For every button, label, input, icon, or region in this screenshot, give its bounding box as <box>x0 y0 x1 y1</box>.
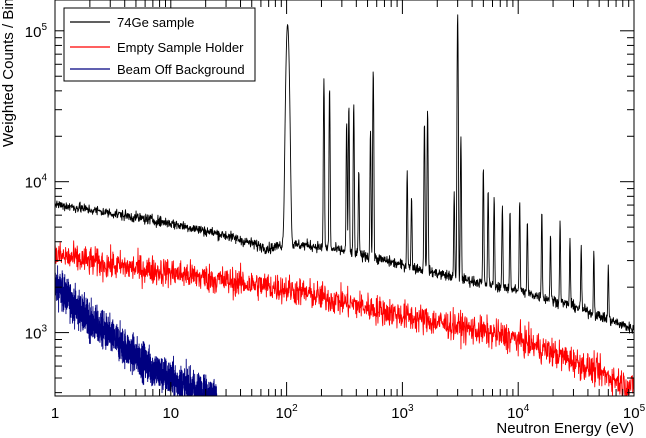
y-tick-label: 105 <box>25 22 48 41</box>
legend-label-beam-off: Beam Off Background <box>117 62 245 77</box>
x-tick-label: 10 <box>162 405 179 422</box>
x-tick-label: 102 <box>275 403 298 422</box>
y-axis-title: Weighted Counts / Bin <box>0 0 17 147</box>
x-tick-label: 1 <box>51 405 59 422</box>
x-tick-label: 103 <box>391 403 414 422</box>
x-axis-title: Neutron Energy (eV) <box>496 420 634 437</box>
y-ticks <box>55 31 634 393</box>
legend-label-ge74: 74Ge sample <box>117 15 194 30</box>
legend: 74Ge sample Empty Sample Holder Beam Off… <box>64 8 255 81</box>
y-tick-label: 104 <box>25 173 48 192</box>
y-tick-labels: 103 104 105 <box>25 22 48 343</box>
y-tick-label: 103 <box>25 324 48 343</box>
legend-label-empty-holder: Empty Sample Holder <box>117 40 244 55</box>
